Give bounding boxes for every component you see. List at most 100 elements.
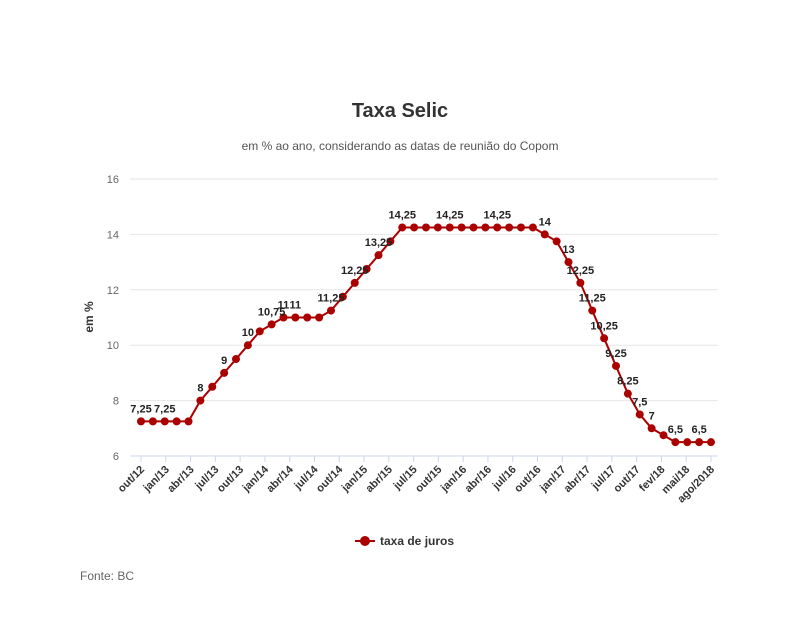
data-point[interactable]: [445, 223, 454, 232]
y-tick-label: 8: [113, 396, 119, 408]
data-point[interactable]: [315, 313, 324, 322]
data-point[interactable]: [386, 237, 395, 246]
data-point[interactable]: [196, 396, 205, 405]
x-tick-label: jan/15: [339, 464, 370, 495]
data-point[interactable]: [683, 438, 692, 447]
source-note: Fonte: BC: [80, 569, 135, 583]
data-point[interactable]: [422, 223, 430, 232]
data-point[interactable]: [279, 313, 288, 322]
data-label: 12,25: [567, 265, 595, 277]
data-label: 7,25: [154, 403, 175, 415]
y-axis: 6 8 10 12 14 16: [107, 174, 119, 463]
data-point[interactable]: [291, 313, 300, 322]
data-label: 10,25: [590, 320, 618, 332]
data-point[interactable]: [564, 258, 573, 267]
data-point[interactable]: [623, 389, 632, 398]
data-point[interactable]: [220, 368, 229, 377]
data-point[interactable]: [137, 417, 145, 426]
data-point[interactable]: [410, 223, 419, 232]
data-point[interactable]: [481, 223, 490, 232]
data-point[interactable]: [362, 265, 371, 274]
data-label: 14,25: [388, 209, 416, 221]
data-label: 13,25: [365, 237, 393, 249]
x-axis: out/12jan/13abr/13jul/13out/13jan/14abr/…: [116, 455, 718, 505]
data-label: 14,25: [483, 209, 511, 221]
data-point[interactable]: [707, 438, 715, 447]
data-label: 7,25: [130, 403, 151, 415]
data-point[interactable]: [433, 223, 442, 232]
data-point[interactable]: [540, 230, 549, 239]
data-label: 7: [649, 410, 655, 422]
data-point[interactable]: [303, 313, 312, 322]
data-point[interactable]: [148, 417, 157, 426]
data-point[interactable]: [243, 341, 252, 350]
x-tick-label: jan/16: [438, 464, 469, 495]
y-tick-label: 14: [107, 229, 119, 241]
data-point[interactable]: [350, 278, 359, 287]
legend-label: taxa de juros: [380, 534, 455, 548]
legend-marker-icon: [355, 535, 375, 547]
data-point[interactable]: [184, 417, 193, 426]
x-tick-label: abr/16: [463, 464, 494, 495]
x-tick-label: out/15: [413, 464, 444, 495]
data-point[interactable]: [232, 355, 240, 364]
x-tick-label: jan/17: [537, 464, 568, 495]
data-point[interactable]: [612, 361, 620, 370]
data-point[interactable]: [517, 223, 525, 232]
data-point[interactable]: [338, 292, 347, 301]
data-point[interactable]: [398, 223, 407, 232]
data-point[interactable]: [588, 306, 597, 315]
y-tick-label: 12: [107, 285, 119, 297]
grid-lines: [130, 178, 718, 402]
data-point[interactable]: [172, 417, 181, 426]
x-tick-label: abr/15: [364, 464, 395, 495]
data-point[interactable]: [208, 382, 217, 391]
chart-subtitle: em % ao ano, considerando as datas de re…: [241, 139, 559, 153]
data-point[interactable]: [528, 223, 537, 232]
data-point[interactable]: [695, 438, 704, 447]
data-label: 13: [562, 244, 574, 256]
x-tick-label: abr/13: [165, 464, 196, 495]
series-line: [141, 226, 711, 444]
data-point[interactable]: [493, 223, 502, 232]
x-tick-label: out/17: [611, 464, 642, 495]
data-point[interactable]: [647, 424, 656, 433]
y-axis-title: em %: [82, 301, 96, 333]
chart-title: Taxa Selic: [351, 100, 449, 122]
x-tick-label: out/13: [215, 464, 246, 495]
y-tick-label: 16: [107, 174, 119, 186]
data-point[interactable]: [267, 320, 276, 329]
data-point[interactable]: [160, 417, 169, 426]
legend[interactable]: taxa de juros: [355, 532, 454, 550]
data-point[interactable]: [505, 223, 514, 232]
data-point[interactable]: [671, 438, 680, 447]
data-point[interactable]: [255, 327, 264, 336]
data-label: 9,25: [605, 348, 626, 360]
data-point[interactable]: [327, 306, 335, 315]
data-label: 8,25: [617, 376, 638, 388]
data-label: 10: [242, 327, 254, 339]
data-label: 11: [278, 300, 290, 312]
data-point[interactable]: [659, 431, 668, 440]
data-label: 8: [197, 383, 203, 395]
data-point[interactable]: [600, 334, 609, 343]
data-label: 14: [539, 216, 552, 228]
data-label: 14,25: [436, 209, 464, 221]
data-point[interactable]: [457, 223, 466, 232]
x-tick-label: abr/17: [562, 464, 593, 495]
series-taxa-de-juros: [137, 223, 715, 447]
y-tick-label: 10: [107, 340, 119, 352]
data-point[interactable]: [374, 251, 383, 260]
data-point[interactable]: [576, 278, 585, 287]
data-point[interactable]: [469, 223, 478, 232]
data-label: 11,25: [318, 293, 345, 305]
y-tick-label: 6: [113, 451, 119, 463]
data-point[interactable]: [635, 410, 644, 419]
x-tick-label: abr/14: [264, 463, 296, 495]
data-point[interactable]: [552, 237, 561, 246]
data-label: 6,5: [668, 424, 683, 436]
data-label: 12,25: [341, 265, 369, 277]
x-tick-label: out/16: [512, 464, 543, 495]
